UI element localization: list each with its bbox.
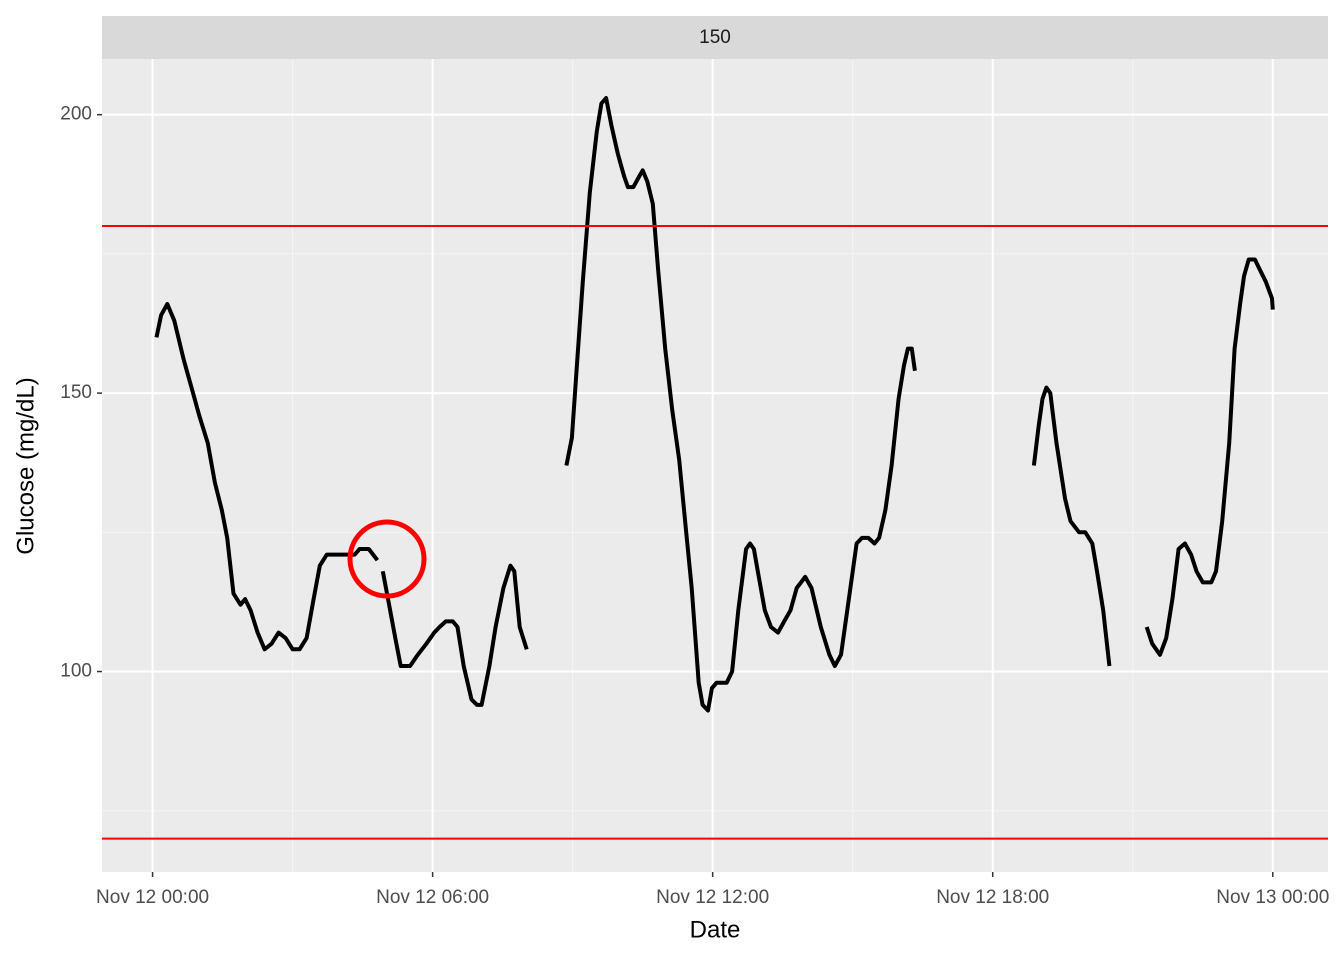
grid: [102, 59, 1328, 872]
highlight-circle: [347, 519, 427, 599]
x-axis-title: Date: [690, 916, 741, 943]
plot-area: [102, 96, 1328, 840]
facet-strip: [102, 16, 1328, 59]
facet-label: 150: [699, 27, 731, 48]
y-tick-label: 100: [60, 661, 92, 682]
x-tick-label: Nov 12 00:00: [96, 887, 209, 908]
line: [154, 96, 1275, 713]
panel: [102, 59, 1328, 872]
y-axis-title: Glucose (mg/dL): [12, 377, 39, 554]
y-tick-label: 150: [60, 382, 92, 403]
x-tick-label: Nov 12 12:00: [656, 887, 769, 908]
x-tick-label: Nov 12 06:00: [376, 887, 489, 908]
x-tick-label: Nov 12 18:00: [936, 887, 1049, 908]
y-tick-label: 200: [60, 104, 92, 125]
x-tick-label: Nov 13 00:00: [1216, 887, 1329, 908]
